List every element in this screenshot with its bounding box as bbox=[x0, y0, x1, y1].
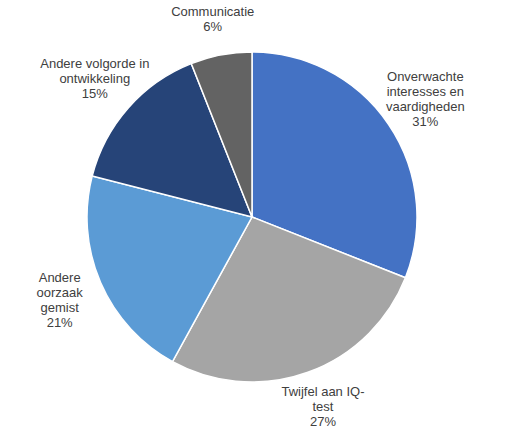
label-line: Andere bbox=[39, 270, 81, 285]
slice bbox=[191, 52, 252, 217]
label-line: 21% bbox=[47, 315, 73, 330]
label-line: test bbox=[312, 399, 333, 414]
label-line: 6% bbox=[203, 19, 222, 34]
label-line: ontwikkeling bbox=[59, 71, 130, 86]
label-line: oorzaak bbox=[37, 285, 84, 300]
label-line: gemist bbox=[41, 300, 80, 315]
label-line: Andere volgorde in bbox=[40, 56, 149, 71]
pie bbox=[87, 52, 417, 382]
label-line: interesses en bbox=[387, 84, 464, 99]
label-line: Twijfel aan IQ- bbox=[281, 384, 364, 399]
slice-label: Andereoorzaakgemist21% bbox=[37, 270, 84, 330]
slice-label: Twijfel aan IQ-test27% bbox=[281, 384, 364, 429]
label-line: Communicatie bbox=[171, 4, 254, 19]
label-line: vaardigheden bbox=[386, 99, 465, 114]
label-line: 31% bbox=[412, 114, 438, 129]
label-line: 15% bbox=[82, 86, 108, 101]
slice-label: Onverwachteinteresses envaardigheden31% bbox=[386, 69, 465, 129]
label-line: 27% bbox=[310, 414, 336, 429]
slice-label: Communicatie6% bbox=[171, 4, 254, 34]
labels: Onverwachteinteresses envaardigheden31% T… bbox=[37, 4, 465, 429]
label-line: Onverwachte bbox=[387, 69, 464, 84]
chart: Onverwachteinteresses envaardigheden31% T… bbox=[0, 0, 513, 433]
slice-label: Andere volgorde inontwikkeling15% bbox=[40, 56, 149, 101]
